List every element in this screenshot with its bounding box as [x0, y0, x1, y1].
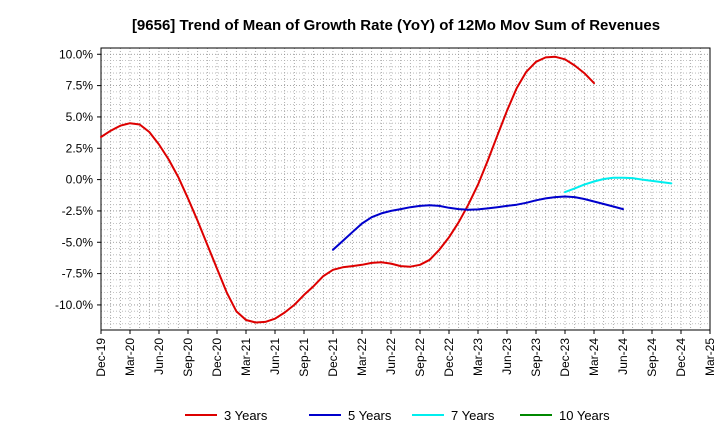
x-tick-label: Sep-22 — [413, 338, 427, 377]
x-tick-label: Sep-21 — [297, 338, 311, 377]
x-tick-label: Jun-21 — [268, 338, 282, 375]
y-axis: 10.0% 7.5% 5.0% 2.5% 0.0% -2.5% -5.0% -7.5% -10.… — [55, 47, 101, 312]
y-tick-label: -5.0% — [62, 235, 94, 249]
x-tick-label: Dec-19 — [94, 338, 108, 377]
y-tick-label: 7.5% — [66, 79, 94, 93]
legend-label: 3 Years — [224, 408, 268, 423]
x-tick-label: Dec-20 — [210, 338, 224, 377]
legend-label: 7 Years — [451, 408, 495, 423]
x-tick-label: Mar-22 — [355, 338, 369, 376]
series-layer — [100, 55, 673, 324]
x-tick-label: Jun-20 — [152, 338, 166, 375]
series-line-3-years — [100, 55, 595, 324]
x-tick-label: Jun-23 — [500, 338, 514, 375]
x-tick-label: Dec-22 — [442, 338, 456, 377]
x-tick-label: Dec-21 — [326, 338, 340, 377]
x-tick-label: Dec-23 — [558, 338, 572, 377]
y-tick-label: 0.0% — [66, 173, 94, 187]
x-tick-label: Mar-21 — [239, 338, 253, 376]
y-tick-label: 5.0% — [66, 110, 94, 124]
series-line-7-years — [564, 176, 673, 194]
y-tick-label: -7.5% — [62, 267, 94, 281]
legend-label: 10 Years — [559, 408, 610, 423]
y-tick-label: -10.0% — [55, 298, 93, 312]
x-tick-label: Jun-24 — [616, 338, 630, 375]
x-tick-label: Sep-20 — [181, 338, 195, 377]
x-tick-label: Mar-25 — [703, 338, 717, 376]
grid-layer — [101, 48, 710, 330]
x-axis: Dec-19 Mar-20 Jun-20 Sep-20 Dec-20 Mar-21 Jun-… — [94, 330, 717, 377]
y-tick-label: 10.0% — [59, 47, 93, 61]
y-tick-label: -2.5% — [62, 204, 94, 218]
y-tick-label: 2.5% — [66, 141, 94, 155]
x-tick-label: Jun-22 — [384, 338, 398, 375]
x-tick-label: Sep-24 — [645, 338, 659, 377]
chart-title: [9656] Trend of Mean of Growth Rate (YoY… — [132, 17, 660, 34]
series-line-5-years — [332, 195, 624, 251]
legend-label: 5 Years — [348, 408, 392, 423]
x-tick-label: Dec-24 — [674, 338, 688, 377]
x-tick-label: Mar-24 — [587, 338, 601, 376]
plot-frame — [100, 47, 711, 331]
legend: 3 Years 5 Years 7 Years 10 Years — [185, 408, 610, 423]
x-tick-label: Sep-23 — [529, 338, 543, 377]
x-tick-label: Mar-23 — [471, 338, 485, 376]
x-tick-label: Mar-20 — [123, 338, 137, 376]
